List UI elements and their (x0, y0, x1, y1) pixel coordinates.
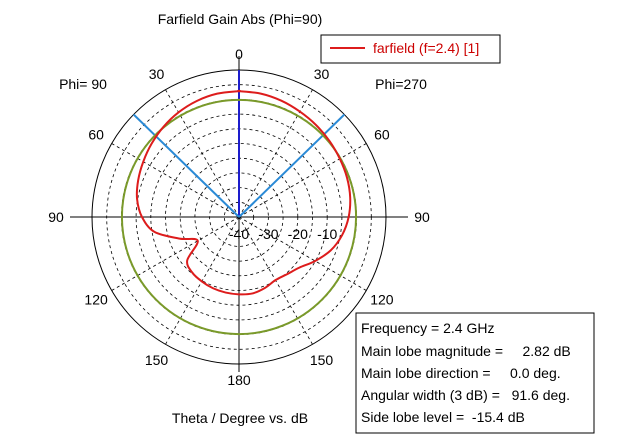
grid-spoke (238, 216, 367, 291)
radial-tick-label: -40 (229, 226, 249, 242)
angle-label: 150 (145, 352, 169, 368)
angle-label: 120 (370, 292, 394, 308)
angle-label: 30 (314, 66, 330, 82)
radial-tick-label: -20 (288, 226, 308, 242)
beam-lines (132, 70, 346, 218)
angle-label: 120 (84, 292, 108, 308)
angle-label: 0 (235, 46, 243, 62)
angle-label: 90 (414, 209, 430, 225)
info-frequency: Frequency = 2.4 GHz (361, 320, 494, 336)
legend: farfield (f=2.4) [1] (320, 34, 501, 64)
radial-tick-label: -30 (258, 226, 278, 242)
info-box: Frequency = 2.4 GHz Main lobe magnitude … (355, 312, 595, 434)
info-side-lobe-level: Side lobe level = -15.4 dB (361, 409, 525, 425)
series-line (135, 89, 352, 296)
grid-spoke (165, 89, 240, 218)
angle-labels: 0 30 30 60 60 90 90 120 120 150 150 180 (48, 46, 430, 388)
angle-label: 180 (227, 372, 251, 388)
angle-label: 150 (310, 352, 334, 368)
grid-spoke (238, 89, 313, 218)
chart-title: Farfield Gain Abs (Phi=90) (158, 11, 323, 27)
reference-3db-circle (120, 98, 358, 336)
angle-label: 30 (149, 66, 165, 82)
beamwidth-line-left (132, 113, 240, 218)
radial-tick-labels: -40 -30 -20 -10 (229, 226, 338, 242)
x-axis-label: Theta / Degree vs. dB (172, 410, 308, 426)
grid-spoke (238, 143, 367, 218)
angle-label: 90 (48, 209, 64, 225)
grid-spoke (111, 143, 240, 218)
radial-tick-label: -10 (317, 226, 337, 242)
info-main-lobe-direction: Main lobe direction = 0.0 deg. (361, 365, 561, 381)
info-box-frame (355, 312, 595, 434)
beamwidth-line-right (238, 113, 346, 218)
info-main-lobe-magnitude: Main lobe magnitude = 2.82 dB (361, 343, 571, 359)
legend-entry: farfield (f=2.4) [1] (373, 40, 479, 56)
info-angular-width: Angular width (3 dB) = 91.6 deg. (361, 387, 570, 403)
angle-label: 60 (88, 127, 104, 143)
series-layer (120, 89, 358, 336)
grid-spoke (111, 216, 240, 291)
polar-grid (70, 56, 408, 372)
angle-label: 60 (374, 127, 390, 143)
phi-right-label: Phi=270 (375, 76, 427, 92)
phi-left-label: Phi= 90 (59, 76, 107, 92)
